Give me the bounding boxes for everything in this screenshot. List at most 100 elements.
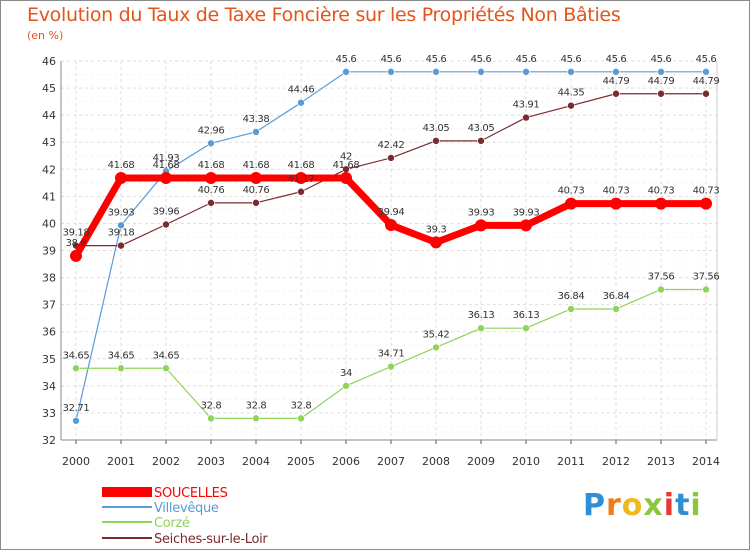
data-label: 36.84	[603, 291, 630, 302]
data-point	[702, 89, 710, 98]
data-label: 34	[340, 368, 352, 379]
data-point	[297, 98, 305, 107]
data-point	[297, 187, 305, 196]
data-point	[567, 68, 575, 76]
logo-letter: t	[675, 488, 691, 523]
data-label: 32.8	[291, 400, 312, 411]
data-point	[477, 324, 485, 332]
data-point	[430, 236, 442, 249]
data-label: 37.56	[693, 271, 720, 282]
data-label: 45.6	[516, 54, 537, 65]
x-tick-label: 2013	[647, 455, 675, 468]
data-point	[612, 305, 620, 313]
data-label: 34.71	[378, 349, 405, 360]
y-tick-label: 35	[42, 353, 56, 366]
axes: 32 33 34 35 36 37 38 39 40 41 42 43 44 45 46 2000 2001 20…	[42, 55, 720, 468]
data-point	[72, 416, 80, 425]
data-point	[432, 68, 440, 76]
data-point	[432, 137, 440, 145]
legend-label: SOUCELLES	[154, 486, 228, 501]
data-point	[520, 219, 532, 232]
data-point	[160, 171, 172, 184]
data-point	[117, 221, 125, 230]
data-point	[387, 362, 395, 371]
data-label: 36.13	[468, 310, 495, 321]
data-label: 32.8	[201, 400, 222, 411]
legend: SOUCELLESVillevêqueCorzéSeiches-sur-le-L…	[102, 486, 269, 547]
data-point	[117, 364, 125, 373]
data-point	[477, 137, 485, 145]
data-label: 41.17	[288, 174, 315, 185]
data-label: 45.6	[606, 54, 627, 65]
data-point	[385, 219, 397, 232]
data-label: 45.6	[561, 54, 582, 65]
logo-letter: i	[690, 488, 702, 523]
x-tick-label: 2007	[377, 455, 405, 468]
series-0-group	[70, 171, 712, 262]
data-label: 42.96	[198, 125, 225, 136]
data-point	[522, 324, 530, 332]
series-2-group	[72, 285, 710, 423]
logo-letter: P	[583, 488, 606, 523]
data-label: 43.91	[513, 100, 540, 111]
x-tick-label: 2000	[62, 455, 90, 468]
data-label: 39.93	[108, 207, 135, 218]
data-point	[162, 220, 170, 229]
data-point	[252, 414, 260, 423]
data-point	[340, 171, 352, 184]
y-tick-label: 41	[42, 190, 56, 203]
data-label: 41.68	[153, 160, 180, 171]
data-label: 41.68	[198, 160, 225, 171]
data-label: 40.76	[243, 185, 270, 196]
data-point	[115, 171, 127, 184]
x-tick-label: 2009	[467, 455, 495, 468]
x-tick-label: 2011	[557, 455, 585, 468]
proxiti-logo: Proxiti	[583, 488, 702, 523]
data-label: 44.79	[693, 76, 720, 87]
data-point	[612, 89, 620, 98]
data-label: 39.93	[513, 207, 540, 218]
data-label: 42	[340, 151, 352, 162]
data-point	[207, 414, 215, 423]
data-point	[207, 199, 215, 207]
series-layer: 32.71 39.93 41.93 42.96 43.38 44.46 45.6 45.6 45…	[63, 54, 720, 425]
data-label: 44.46	[288, 85, 315, 96]
x-tick-label: 2002	[152, 455, 180, 468]
data-label: 40.73	[603, 186, 630, 197]
data-label: 41.93	[153, 153, 180, 164]
data-label: 37.56	[648, 271, 675, 282]
data-point	[610, 197, 622, 210]
y-tick-label: 37	[42, 299, 56, 312]
logo-letter: o	[621, 488, 644, 523]
data-point	[522, 113, 530, 122]
legend-label: Corzé	[154, 516, 190, 531]
data-point	[567, 101, 575, 110]
y-tick-label: 39	[42, 245, 56, 258]
data-label: 40.73	[648, 186, 675, 197]
data-label: 43.05	[468, 123, 495, 134]
data-label: 45.6	[336, 54, 357, 65]
data-label: 41.68	[108, 160, 135, 171]
data-label: 41.68	[243, 160, 270, 171]
data-label: 34.65	[108, 350, 135, 361]
y-tick-label: 38	[42, 272, 56, 285]
y-axis-unit-label: (en %)	[27, 29, 64, 42]
data-label: 44.79	[648, 76, 675, 87]
data-point	[655, 197, 667, 210]
data-label: 39.96	[153, 207, 180, 218]
data-point	[70, 249, 82, 262]
data-point	[612, 68, 620, 76]
legend-label: Seiches-sur-le-Loir	[154, 532, 268, 547]
data-label: 36.84	[558, 291, 585, 302]
data-label: 45.6	[381, 54, 402, 65]
legend-swatch	[102, 487, 152, 497]
y-tick-label: 34	[42, 380, 56, 393]
data-point	[117, 241, 125, 250]
y-tick-label: 42	[42, 163, 56, 176]
data-label: 45.6	[471, 54, 492, 65]
data-label: 35.42	[423, 329, 450, 340]
data-point	[477, 68, 485, 76]
y-tick-label: 32	[42, 434, 56, 447]
data-label: 32.71	[63, 403, 90, 414]
